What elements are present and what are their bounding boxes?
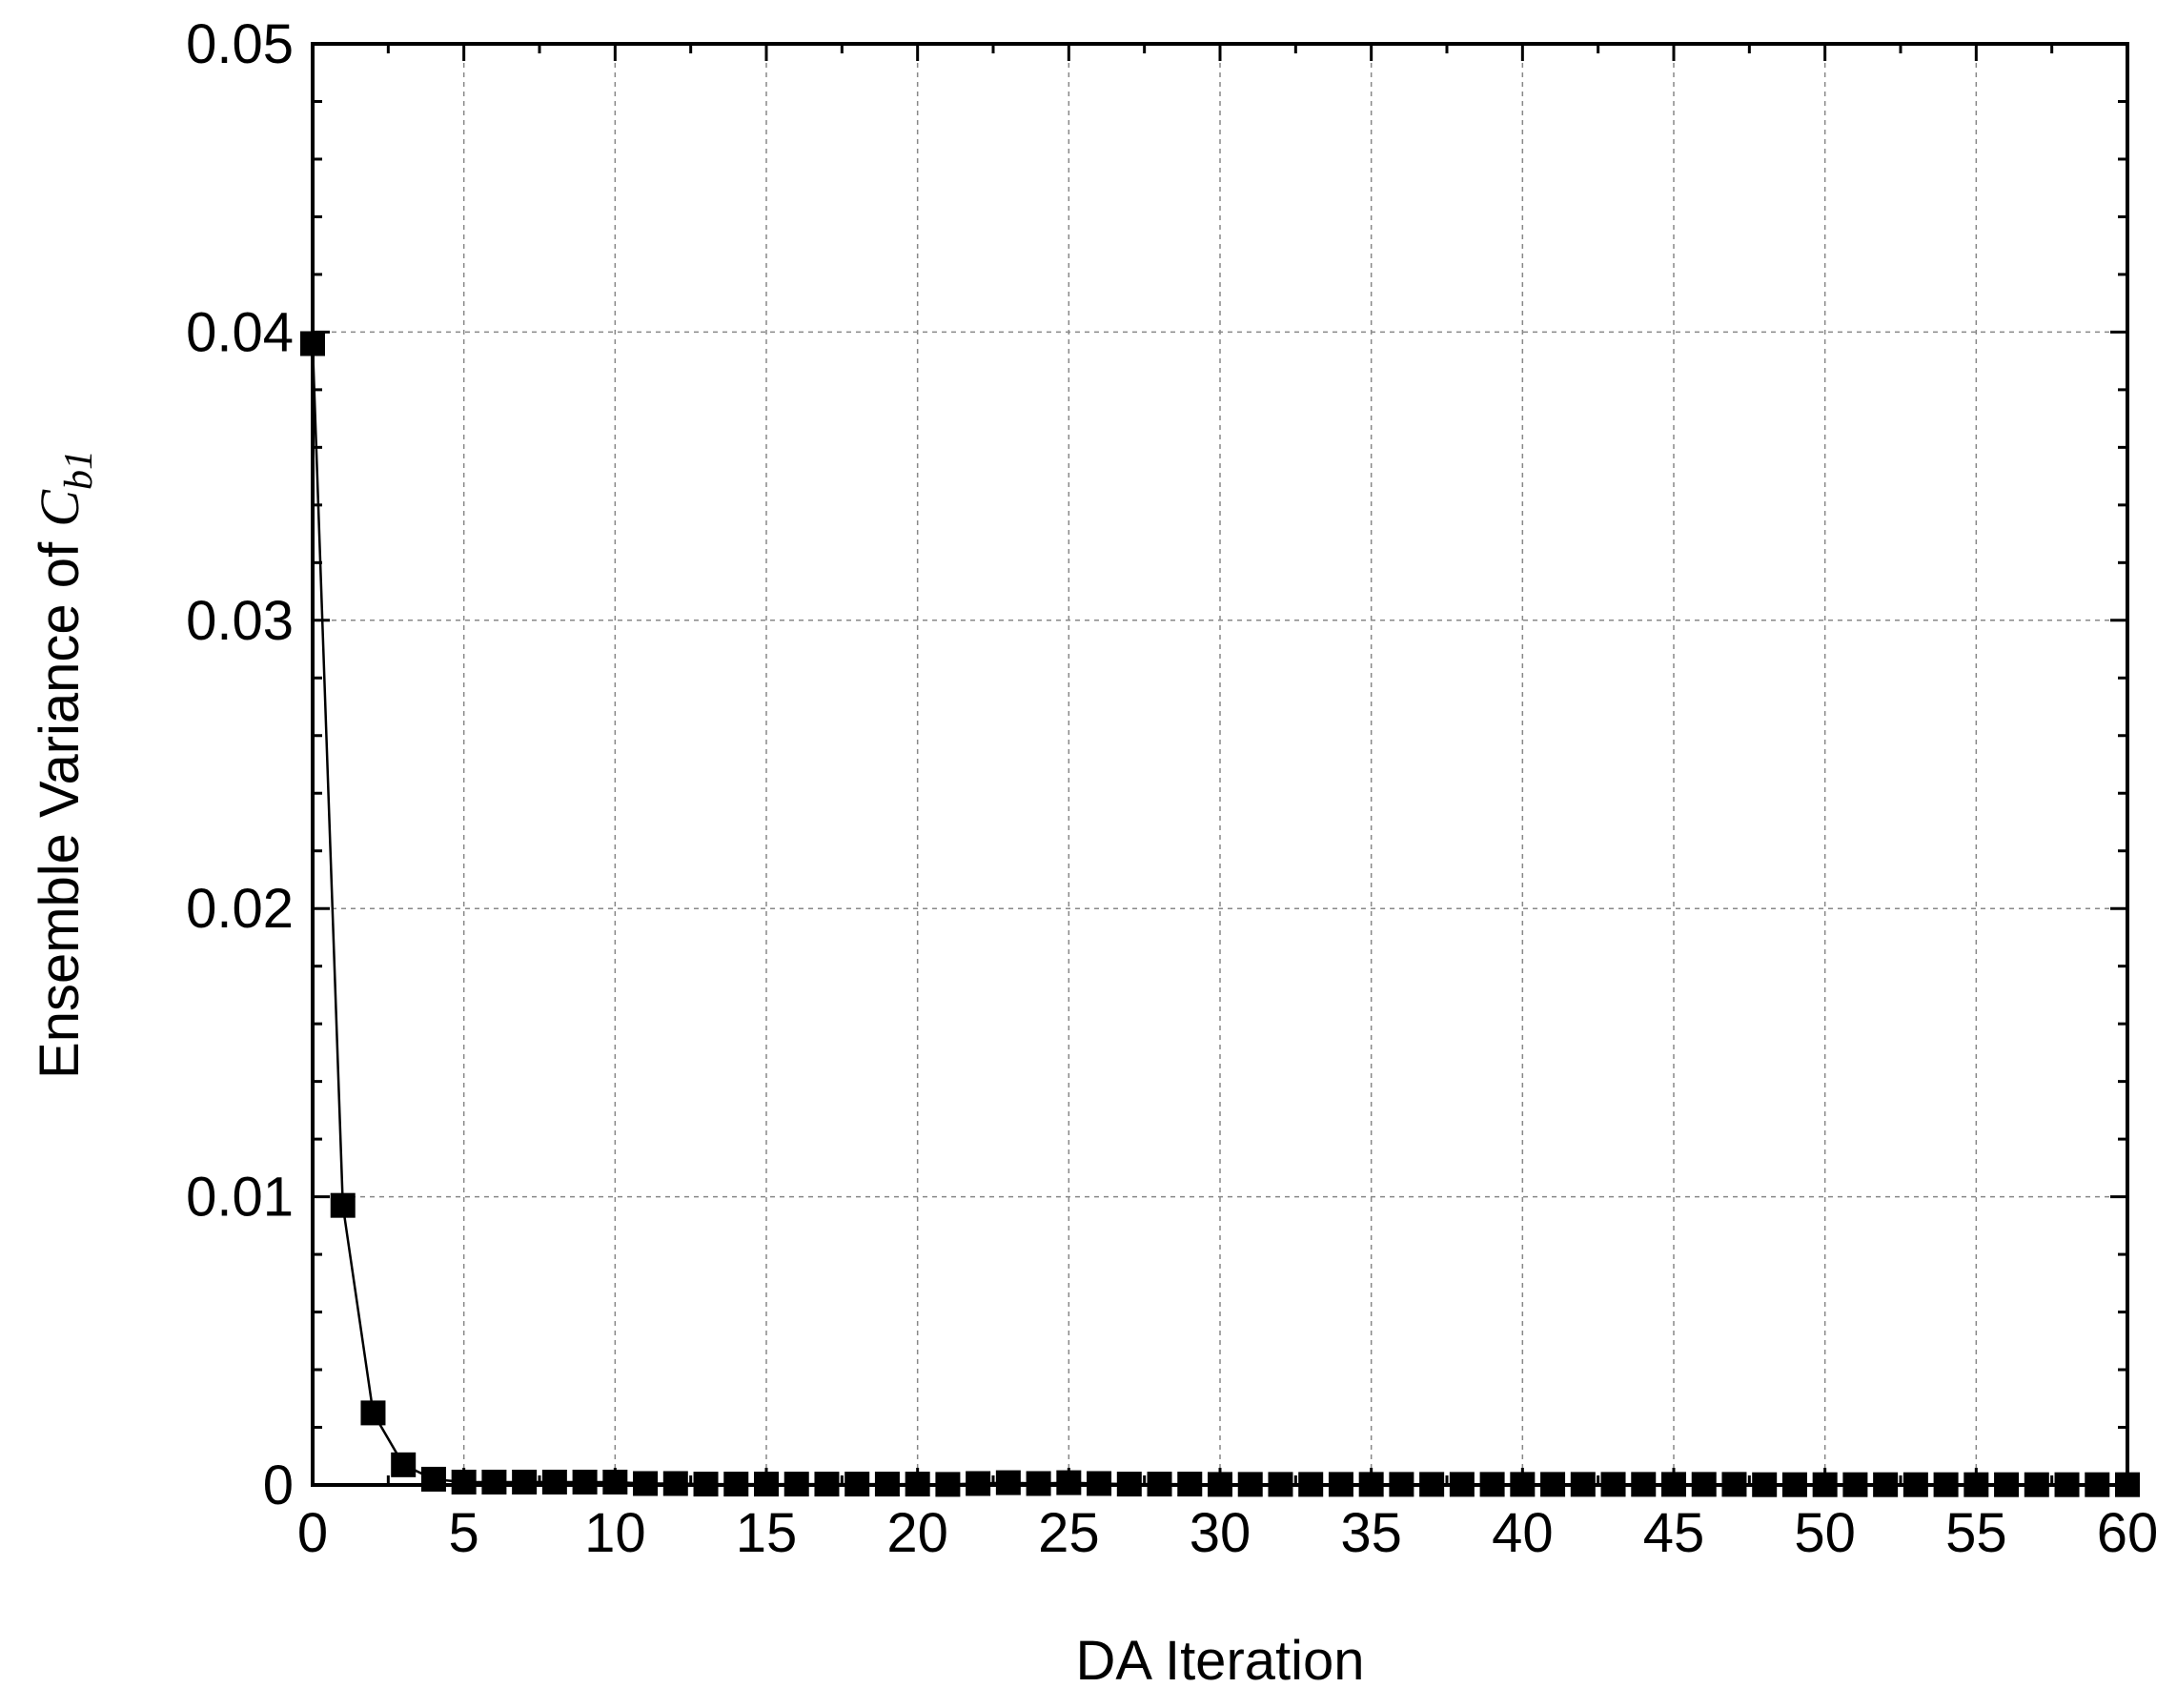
y-tick-label: 0.04 [186, 301, 294, 363]
x-tick-label: 60 [2097, 1502, 2159, 1564]
y-tick-labels: 0 0.01 0.02 0.03 0.04 0.05 [186, 13, 294, 1516]
plot-frame [311, 42, 2129, 1487]
data-point [512, 1469, 538, 1494]
data-point [481, 1469, 507, 1494]
y-axis-label-subscript: b1 [57, 450, 101, 490]
axis-ticks [311, 42, 2129, 1487]
data-point [602, 1469, 628, 1494]
x-tick-label: 0 [297, 1502, 328, 1564]
x-axis-label: DA Iteration [1075, 1630, 1364, 1692]
data-point [360, 1400, 386, 1426]
x-tick-label: 50 [1794, 1502, 1856, 1564]
x-tick-label: 20 [886, 1502, 948, 1564]
y-tick-label: 0 [263, 1454, 294, 1516]
y-axis-label: Ensemble Variance of Cb1 [29, 450, 101, 1079]
data-point [451, 1469, 477, 1494]
x-tick-label: 25 [1038, 1502, 1100, 1564]
data-point [541, 1469, 567, 1494]
data-point [572, 1469, 598, 1494]
y-tick-label: 0.02 [186, 878, 294, 940]
y-tick-label: 0.03 [186, 590, 294, 652]
data-point [1056, 1470, 1082, 1495]
x-tick-label: 45 [1643, 1502, 1705, 1564]
x-tick-label: 10 [584, 1502, 646, 1564]
y-tick-label: 0.05 [186, 13, 294, 75]
y-axis-label-text: Ensemble Variance of [29, 527, 91, 1079]
x-tick-label: 15 [736, 1502, 798, 1564]
data-point [995, 1470, 1021, 1495]
y-axis-label-symbol: C [29, 489, 91, 527]
grid [313, 44, 2127, 1485]
x-tick-label: 5 [449, 1502, 479, 1564]
data-point [420, 1466, 446, 1492]
data-point [391, 1452, 417, 1477]
x-tick-labels: 0 5 10 15 20 25 30 35 40 45 50 55 60 [297, 1502, 2158, 1564]
data-point [330, 1192, 356, 1218]
y-tick-label: 0.01 [186, 1167, 294, 1229]
x-tick-label: 30 [1190, 1502, 1251, 1564]
x-tick-label: 55 [1945, 1502, 2007, 1564]
x-tick-label: 40 [1492, 1502, 1554, 1564]
x-tick-label: 35 [1340, 1502, 1402, 1564]
